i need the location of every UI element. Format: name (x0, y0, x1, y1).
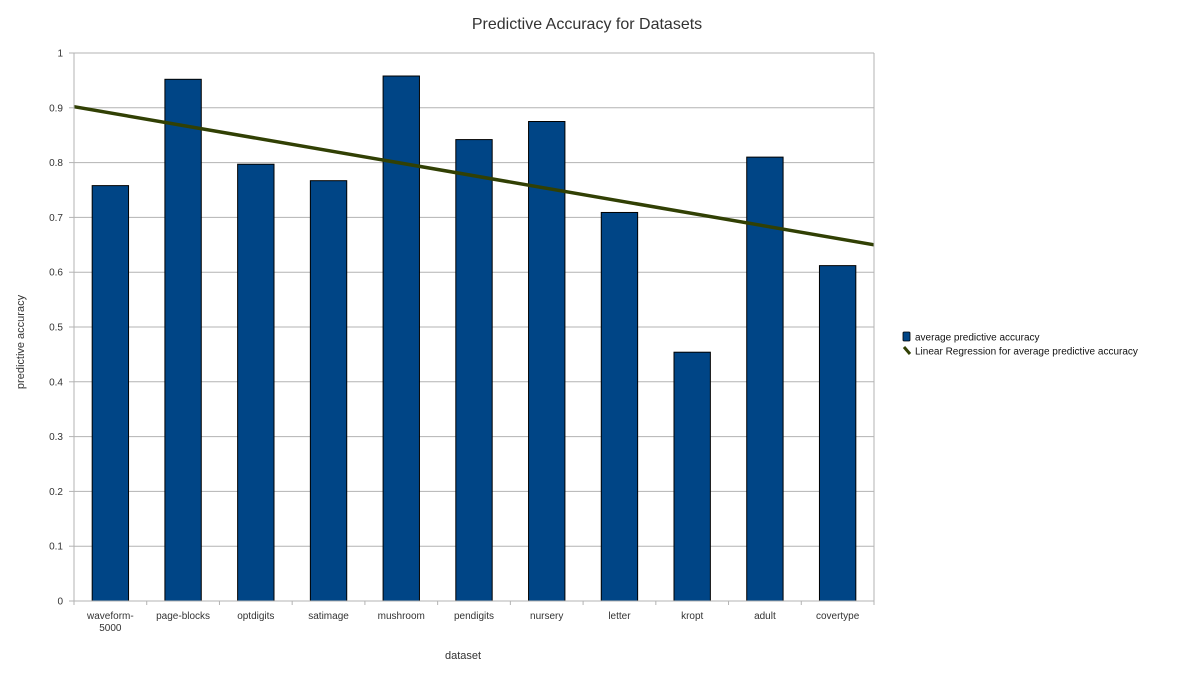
legend-label-bars: average predictive accuracy (915, 333, 1040, 344)
bar (600, 211, 639, 602)
x-tick-label: pendigits (454, 611, 494, 622)
x-tick-label: covertype (816, 611, 860, 622)
y-tick-label: 0 (57, 597, 63, 608)
bar (164, 78, 202, 602)
x-tick-label: kropt (681, 611, 703, 622)
x-tick-label: satimage (308, 611, 349, 622)
bar (673, 351, 711, 602)
y-tick-labels: 0 0.1 0.2 0.3 0.4 0.5 0.6 0.7 0.8 0.9 1 (49, 49, 74, 608)
y-tick-label: 0.8 (49, 158, 63, 169)
bar (91, 185, 130, 602)
bar (455, 139, 493, 602)
y-tick-label: 0.6 (49, 268, 63, 279)
x-tick-label: mushroom (378, 611, 425, 622)
y-tick-label: 0.7 (49, 213, 63, 224)
legend-label-trendline: Linear Regression for average predictive… (915, 347, 1138, 358)
bar (382, 75, 420, 602)
y-tick-label: 0.2 (49, 487, 63, 498)
bar (818, 265, 857, 602)
x-tick-label: page-blocks (156, 611, 210, 622)
bar (528, 121, 566, 602)
y-tick-label: 1 (57, 49, 63, 60)
y-tick-label: 0.3 (49, 432, 63, 443)
bar (237, 163, 275, 602)
x-tick-label: adult (754, 611, 776, 622)
trendline-group (73, 104, 875, 247)
x-tick-label: nursery (530, 611, 563, 622)
x-axis-label: dataset (445, 650, 481, 662)
y-axis-label: predictive accuracy (15, 294, 27, 389)
legend-swatch-bars (902, 331, 911, 342)
y-tick-label: 0.4 (49, 377, 63, 388)
y-tick-label: 0.5 (49, 323, 63, 334)
x-tick-label: optdigits (237, 611, 274, 622)
legend: average predictive accuracy Linear Regre… (902, 331, 1138, 358)
x-tick-label: waveform-5000 (86, 611, 134, 634)
x-tick-label: letter (608, 611, 631, 622)
trendline (73, 104, 875, 247)
y-tick-label: 0.9 (49, 103, 63, 114)
x-tick-labels: waveform-5000 page-blocks optdigits satimag… (73, 601, 875, 634)
legend-swatch-trendline (902, 346, 912, 355)
y-tick-label: 0.1 (49, 542, 63, 553)
bar (309, 180, 348, 602)
bars (91, 75, 857, 602)
chart-title: Predictive Accuracy for Datasets (472, 16, 702, 33)
bar (746, 156, 784, 602)
